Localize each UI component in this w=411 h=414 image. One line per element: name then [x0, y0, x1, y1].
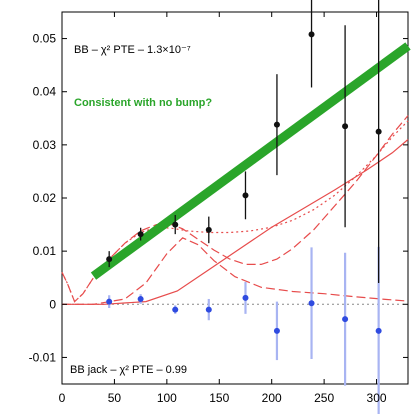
red-model-dashed-1 — [61, 115, 409, 303]
x-tick-label: 200 — [262, 391, 282, 405]
blue-data-point — [375, 327, 382, 334]
black-data-point — [342, 123, 349, 130]
x-tick-label: 300 — [367, 391, 387, 405]
y-tick-label: -0.01 — [29, 350, 57, 364]
black-data-point — [375, 128, 382, 135]
y-tick-label: 0.02 — [33, 191, 57, 205]
consistent-annotation: Consistent with no bump? — [74, 97, 212, 109]
bb-pte-annotation: BB – χ² PTE – 1.3×10⁻⁷ — [74, 44, 191, 56]
bbjack-pte-annotation: BB jack – χ² PTE – 0.99 — [70, 364, 187, 376]
black-data-point — [106, 256, 113, 263]
points-layer — [106, 0, 382, 414]
black-data-point — [205, 226, 212, 233]
x-tick-label: 50 — [108, 391, 122, 405]
y-tick-label: 0 — [49, 297, 56, 311]
black-data-point — [242, 192, 249, 199]
blue-data-point — [308, 300, 315, 307]
y-tick-label: 0.01 — [33, 244, 57, 258]
y-tick-label: 0.04 — [33, 85, 57, 99]
y-tick-label: 0.03 — [33, 138, 57, 152]
green-fit-line — [90, 42, 411, 280]
blue-data-point — [137, 295, 144, 302]
black-data-point — [172, 221, 179, 228]
black-data-point — [308, 31, 315, 38]
x-tick-label: 150 — [209, 391, 229, 405]
blue-data-point — [273, 327, 280, 334]
plot-frame — [61, 11, 409, 385]
x-tick-label: 250 — [314, 391, 334, 405]
blue-data-point — [205, 306, 212, 313]
ticks-layer: 0 50 100 150 200 250 300 -0.01 0 0.01 0.02 0.03 0.04… — [29, 12, 408, 405]
red-model-solid — [62, 139, 409, 305]
blue-data-point — [106, 298, 113, 305]
blue-data-point — [172, 306, 179, 313]
x-tick-label: 0 — [59, 391, 66, 405]
y-tick-label: 0.05 — [33, 32, 57, 46]
black-data-point — [137, 231, 144, 238]
blue-data-point — [342, 316, 349, 323]
black-data-point — [273, 121, 280, 128]
blue-data-point — [242, 294, 249, 301]
x-tick-label: 100 — [157, 391, 177, 405]
